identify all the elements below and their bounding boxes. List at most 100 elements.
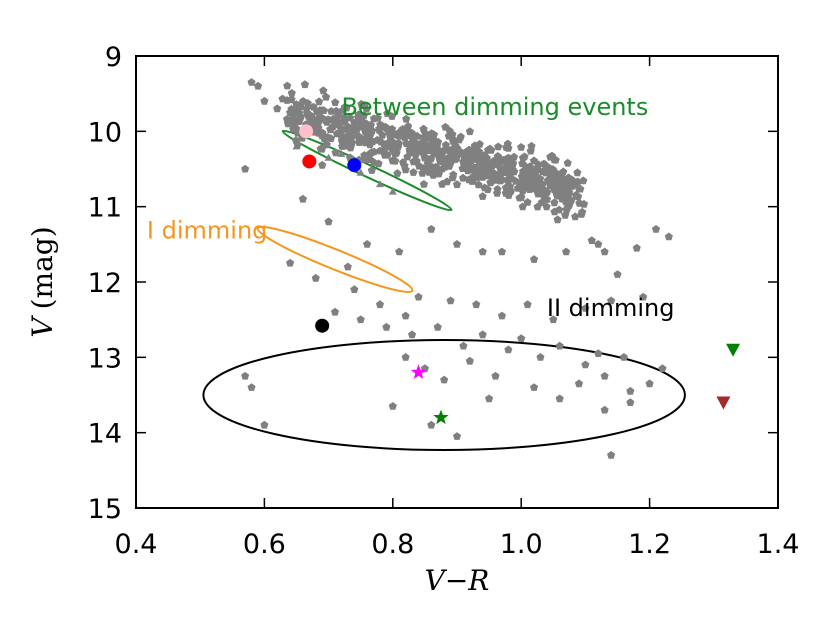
data-point: [329, 114, 338, 123]
data-point: [355, 132, 364, 141]
data-point: [478, 192, 487, 200]
data-point: [474, 180, 483, 189]
y-tick-label: 13: [88, 343, 122, 374]
ellipse-2: [202, 339, 686, 451]
data-point: [438, 179, 447, 188]
data-point: [594, 240, 603, 248]
data-point: [326, 134, 335, 142]
data-point: [388, 156, 397, 165]
x-tick-label: 0.4: [115, 529, 158, 560]
data-point: [356, 315, 365, 324]
data-point: [459, 341, 468, 350]
data-point: [581, 304, 590, 312]
data-point: [286, 258, 295, 267]
data-point: [367, 166, 376, 174]
data-point-triangle: [292, 142, 301, 150]
data-point: [318, 106, 327, 114]
data-point: [576, 184, 585, 193]
data-point-triangle: [356, 168, 365, 176]
data-point: [455, 135, 464, 144]
data-point: [353, 113, 363, 121]
data-point: [300, 80, 309, 89]
data-point: [340, 113, 349, 121]
special-points-layer: [299, 124, 741, 425]
data-point: [516, 179, 525, 188]
data-point: [613, 270, 622, 278]
y-axis-var: V: [26, 315, 59, 338]
data-point: [376, 120, 385, 129]
data-point: [463, 159, 472, 168]
data-point: [632, 243, 641, 252]
data-point: [548, 165, 557, 173]
data-point: [427, 225, 436, 233]
ellipse-1: [256, 225, 414, 293]
data-point: [241, 371, 250, 380]
y-axis-label: V (mag): [26, 226, 59, 337]
data-point: [581, 360, 590, 369]
data-point: [429, 139, 438, 148]
data-point: [491, 371, 500, 380]
data-point: [459, 173, 468, 182]
data-point: [283, 119, 292, 128]
points-layer: [241, 78, 673, 459]
data-point: [418, 168, 427, 177]
special-point-circle: [347, 158, 362, 173]
data-point: [298, 194, 307, 203]
data-point: [393, 169, 402, 177]
data-point: [553, 215, 562, 224]
data-point: [402, 114, 411, 123]
data-point: [427, 129, 436, 137]
data-point: [501, 188, 510, 197]
data-point: [333, 120, 342, 129]
ellipse-0: [281, 129, 453, 212]
data-point: [523, 198, 532, 206]
data-point: [557, 173, 566, 181]
special-point-star: [410, 364, 427, 379]
data-point: [247, 383, 256, 391]
data-point: [457, 148, 466, 156]
data-point: [508, 159, 517, 167]
data-point: [542, 202, 551, 211]
data-point: [540, 193, 549, 201]
data-point: [600, 405, 609, 414]
ticks-layer: 0.4 0.6 0.8 1.0 1.2 1.4 9 10 11 12 13 14 15: [88, 42, 800, 560]
data-point: [338, 106, 347, 114]
data-point: [504, 345, 513, 354]
data-point: [446, 158, 455, 167]
data-point: [293, 106, 302, 115]
data-point: [563, 158, 572, 167]
data-point: [533, 165, 542, 174]
plot-frame: [135, 55, 779, 509]
data-point: [427, 420, 436, 429]
data-point: [549, 315, 558, 324]
data-point: [282, 96, 292, 104]
data-point: [448, 130, 457, 138]
data-point: [452, 240, 462, 248]
data-point: [409, 157, 418, 166]
data-point: [490, 156, 499, 164]
data-point: [415, 161, 424, 170]
data-point: [600, 371, 609, 380]
data-point: [493, 189, 502, 197]
data-point: [530, 383, 539, 391]
data-point: [578, 207, 587, 216]
data-point: [472, 300, 481, 309]
data-point: [569, 180, 578, 189]
data-point: [639, 292, 648, 301]
data-point: [651, 225, 661, 233]
data-point: [283, 81, 292, 90]
data-point: [326, 125, 335, 133]
data-point: [518, 202, 527, 211]
data-point: [253, 81, 263, 90]
data-point: [327, 107, 336, 115]
data-point: [645, 379, 654, 388]
data-point: [517, 193, 526, 201]
ellipse-label-i-dimming: I dimming: [147, 216, 267, 244]
data-point: [383, 109, 392, 117]
data-point: [375, 300, 384, 309]
data-point: [353, 124, 362, 133]
data-point: [561, 210, 570, 219]
x-axis-label: V−R: [425, 564, 490, 597]
x-tick-label: 1.0: [500, 529, 543, 560]
data-point: [626, 386, 635, 395]
